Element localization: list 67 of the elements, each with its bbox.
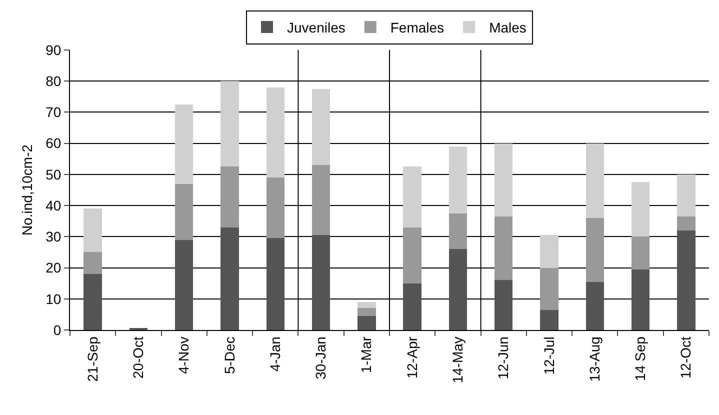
y-tick-label: 30: [46, 228, 62, 245]
bar: [586, 282, 604, 330]
bar: [448, 249, 468, 330]
bar: [494, 143, 513, 216]
bar: [448, 146, 468, 214]
x-tick-label: 14 Sep: [632, 336, 648, 381]
x-tick-label: 4-Jan: [266, 336, 283, 372]
x-tick-label: 12-Oct: [678, 336, 694, 379]
y-tick-label: 80: [46, 73, 62, 90]
bar: [586, 218, 604, 282]
y-tick-label: 70: [46, 104, 62, 120]
bar: [266, 238, 285, 330]
bar: [174, 184, 194, 240]
bar: [312, 165, 330, 236]
bar: [677, 174, 696, 216]
bar: [220, 227, 239, 330]
bar: [448, 213, 468, 250]
x-tick-label: 30-Jan: [312, 336, 329, 380]
bar: [84, 208, 102, 252]
x-tick-label: 12-Apr: [404, 336, 420, 379]
x-tick-label: 4-Nov: [176, 336, 192, 374]
bar: [631, 236, 650, 270]
x-tick-label: 12-Jun: [495, 336, 512, 380]
bar: [220, 166, 239, 228]
legend-label: Females: [390, 19, 444, 36]
bar: [358, 308, 376, 316]
x-tick-label: 12-Jul: [540, 336, 557, 375]
y-tick-label: 50: [46, 166, 62, 182]
y-tick-label: 40: [46, 197, 62, 214]
y-axis-title: No.ind,10cm-2: [19, 144, 35, 236]
bar: [677, 230, 696, 330]
x-tick-label: 1-Mar: [358, 336, 374, 374]
legend-label: Juveniles: [287, 19, 346, 36]
bar: [312, 88, 330, 166]
bar: [631, 269, 650, 330]
bar: [403, 166, 422, 228]
x-tick-label: 14-May: [450, 336, 466, 384]
x-tick-label: 20-Oct: [130, 336, 146, 379]
bar: [586, 143, 604, 218]
bar: [403, 227, 422, 284]
bar: [174, 104, 194, 184]
bar: [358, 302, 376, 308]
bar: [631, 182, 650, 237]
y-tick-label: 10: [46, 290, 62, 307]
x-tick-label: 21-Sep: [84, 336, 100, 382]
bar: [312, 235, 330, 330]
bar: [494, 280, 513, 330]
y-tick-label: 90: [46, 42, 62, 58]
y-tick-label: 0: [53, 322, 62, 338]
legend-label: Males: [489, 19, 526, 36]
bar: [494, 216, 513, 280]
bar: [358, 316, 376, 330]
x-tick-label: 13-Aug: [586, 336, 602, 382]
bar: [540, 310, 558, 330]
bar: [677, 216, 696, 230]
y-tick-label: 60: [46, 135, 62, 152]
bar: [540, 235, 558, 268]
bar: [266, 178, 285, 238]
bar: [266, 87, 285, 178]
bar: [84, 274, 102, 330]
x-tick-label: 5-Dec: [221, 336, 238, 374]
bar: [84, 252, 102, 274]
bar: [220, 81, 239, 167]
bar: [540, 268, 558, 310]
bar: [403, 283, 422, 330]
bar: [174, 240, 194, 330]
y-tick-label: 20: [46, 260, 62, 276]
